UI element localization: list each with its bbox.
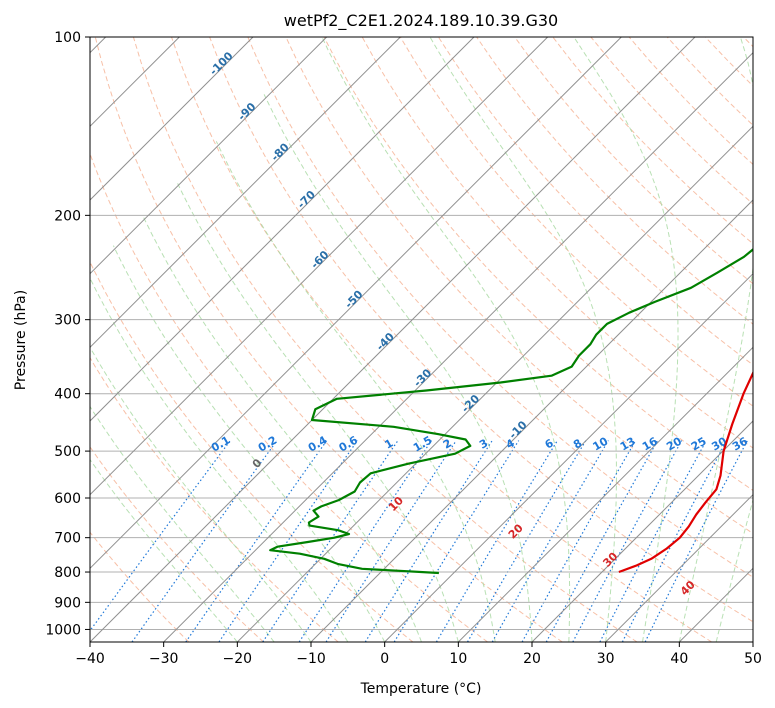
temperature-profile-line (618, 370, 753, 574)
mixing-ratio-line (185, 440, 328, 642)
dry-adiabat-line (94, 37, 563, 642)
mixing-ratio-line (466, 440, 587, 642)
chart-title: wetPf2_C2E1.2024.189.10.39.G30 (284, 11, 558, 31)
mixing-ratio-line (364, 440, 493, 642)
isotherm-line (384, 272, 753, 642)
x-tick-label: −20 (223, 651, 253, 667)
mixing-ratio-line (90, 440, 231, 632)
x-tick-label: −30 (149, 651, 179, 667)
dry-adiabat-line (171, 37, 712, 642)
mixing-ratio-line (644, 440, 748, 642)
mixing-ratio-line (572, 440, 683, 642)
axes: −40 −30 −20 −10 0 10 20 30 40 50 1000 900 800 700 600 5… (45, 30, 762, 667)
dry-adiabat-line (209, 37, 753, 623)
moist-adiabat-line (112, 245, 386, 642)
isotherm-line (531, 420, 753, 642)
moist-adiabat-line (90, 405, 275, 642)
dry-adiabat-line (90, 152, 488, 642)
moist-adiabat-line (142, 215, 422, 642)
isotherm-line (457, 346, 753, 642)
isotherm-line (90, 37, 475, 422)
isotherm-line (310, 199, 753, 642)
moist-adiabat-line (176, 180, 459, 642)
y-tick-label: 600 (54, 491, 81, 507)
isotherm-line (90, 37, 696, 642)
x-tick-label: 30 (597, 651, 615, 667)
x-tick-label: 0 (380, 651, 389, 667)
moist-adiabat-line (90, 277, 349, 642)
x-tick-label: −10 (296, 651, 326, 667)
dewpoint-profile-line (269, 248, 753, 575)
x-tick-label: 10 (449, 651, 467, 667)
mixing-ratio-line (131, 440, 278, 642)
dry-adiabat-line (132, 37, 638, 642)
moist-adiabat-line (573, 37, 679, 642)
moist-adiabat-line (90, 458, 238, 642)
y-tick-label: 300 (54, 313, 81, 329)
y-tick-label: 700 (54, 531, 81, 547)
x-axis-title: Temperature (°C) (360, 681, 482, 697)
y-tick-label: 500 (54, 444, 81, 460)
profile-series (269, 248, 753, 575)
y-tick-label: 800 (54, 565, 81, 581)
moist-adiabat-line (321, 37, 571, 642)
isotherm-line (90, 37, 254, 201)
plot-frame (89, 36, 754, 643)
mixing-ratio-line (491, 440, 609, 642)
dry-adiabat-line (90, 446, 264, 642)
isotherm-line (236, 125, 753, 642)
x-tick-label: 50 (744, 651, 762, 667)
x-tick-label: −40 (75, 651, 105, 667)
moist-adiabat-line (263, 94, 533, 642)
moist-adiabat-line (715, 498, 753, 642)
isotherm-line (90, 37, 401, 349)
dry-adiabat-line (90, 356, 339, 642)
dry-adiabat-line (90, 531, 190, 642)
isotherm-line (605, 493, 753, 642)
y-tick-label: 900 (54, 595, 81, 611)
isotherm-line (90, 37, 549, 496)
mixing-ratio-line (435, 440, 558, 642)
x-tick-label: 20 (523, 651, 541, 667)
x-tick-label: 40 (670, 651, 688, 667)
mixing-ratio-line (521, 440, 637, 642)
dry-adiabat-line (361, 37, 753, 449)
dry-adiabat-line (323, 37, 753, 491)
mixing-ratio-line (325, 440, 457, 642)
isotherm-line (90, 37, 622, 570)
mixing-ratio-line (545, 440, 659, 642)
isotherm-line (90, 37, 328, 275)
background-lines (90, 37, 753, 642)
moist-adiabat-line (678, 37, 753, 642)
y-tick-label: 1000 (45, 622, 81, 638)
dry-adiabat-line (514, 37, 753, 285)
mixing-ratio-line (298, 440, 432, 642)
y-tick-label: 400 (54, 387, 81, 403)
y-tick-label: 100 (54, 30, 81, 46)
moist-adiabat-line (429, 37, 617, 642)
y-tick-label: 200 (54, 208, 81, 224)
moist-adiabat-line (90, 346, 312, 642)
y-axis-title: Pressure (hPa) (13, 290, 29, 390)
dry-adiabat-line (285, 37, 753, 535)
dry-adiabat-line (247, 37, 753, 578)
isotherm-line (163, 51, 753, 642)
dry-adiabat-line (437, 37, 753, 366)
dry-adiabat-line (399, 37, 753, 407)
mixing-ratio-line (262, 440, 399, 642)
